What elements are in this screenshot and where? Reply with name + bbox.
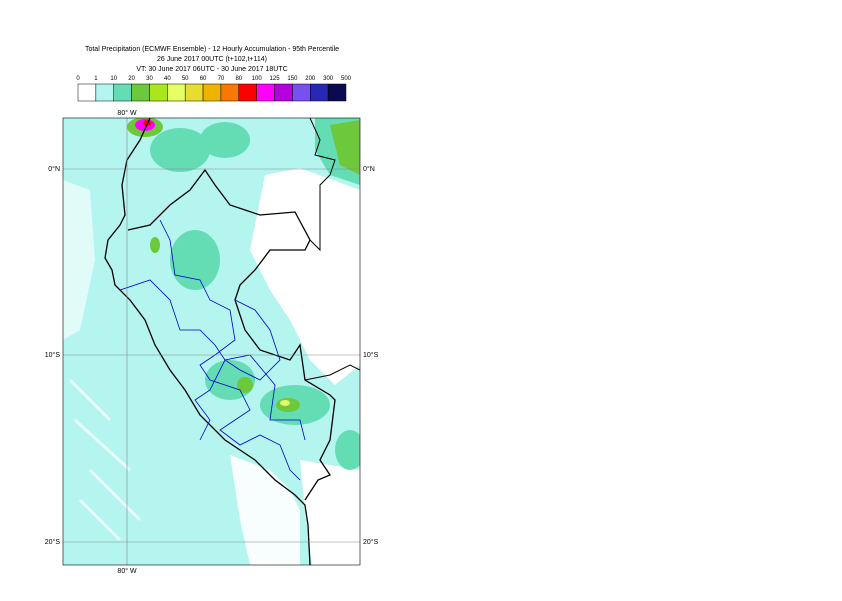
legend-label: 100: [252, 76, 263, 82]
legend-swatch: [238, 83, 257, 102]
legend-label: 80: [235, 76, 242, 82]
legend-label: 70: [218, 76, 225, 82]
title-line: 26 June 2017 00UTC (t+102,t+114): [157, 56, 267, 63]
legend-label: 30: [146, 76, 153, 82]
legend-swatch: [131, 83, 150, 102]
legend-label: 60: [200, 76, 207, 82]
legend: 0 1 10 20 30 40 50 60 70 80 100 125 150 200 300 500: [76, 76, 352, 102]
legend-label: 200: [305, 76, 316, 82]
legend-swatch: [95, 83, 114, 102]
legend-label: 50: [182, 76, 189, 82]
lat-label: 10°S: [363, 351, 379, 359]
legend-label: 0: [76, 76, 80, 82]
legend-swatch: [274, 83, 293, 102]
lat-label: 20°S: [45, 538, 61, 546]
lat-label: 0°N: [48, 165, 60, 173]
legend-label: 1: [94, 76, 98, 82]
title-line: Total Precipitation (ECMWF Ensemble) - 1…: [85, 46, 339, 53]
legend-swatch: [113, 83, 132, 102]
legend-swatch: [292, 83, 311, 102]
lat-label: 10°S: [45, 351, 61, 359]
map: [63, 118, 360, 565]
legend-label: 500: [341, 76, 352, 82]
legend-swatch: [77, 83, 97, 102]
map-frame: [62, 117, 361, 566]
legend-swatch: [256, 83, 275, 102]
lat-label: 20°S: [363, 538, 379, 546]
legend-label: 40: [164, 76, 171, 82]
lon-label: 80° W: [117, 567, 137, 575]
legend-swatch: [310, 83, 329, 102]
lat-label: 0°N: [363, 165, 375, 173]
legend-swatch: [327, 83, 347, 102]
legend-swatch: [202, 83, 222, 102]
legend-label: 300: [323, 76, 334, 82]
legend-swatch: [149, 83, 168, 102]
legend-label: 150: [287, 76, 298, 82]
lon-label: 80° W: [117, 109, 137, 117]
legend-swatch: [184, 83, 204, 102]
legend-swatch: [220, 83, 240, 102]
legend-swatch: [167, 83, 186, 102]
legend-label: 20: [128, 76, 135, 82]
title-line: VT: 30 June 2017 06UTC - 30 June 2017 18…: [136, 66, 287, 73]
legend-label: 10: [110, 76, 117, 82]
legend-label: 125: [270, 76, 281, 82]
